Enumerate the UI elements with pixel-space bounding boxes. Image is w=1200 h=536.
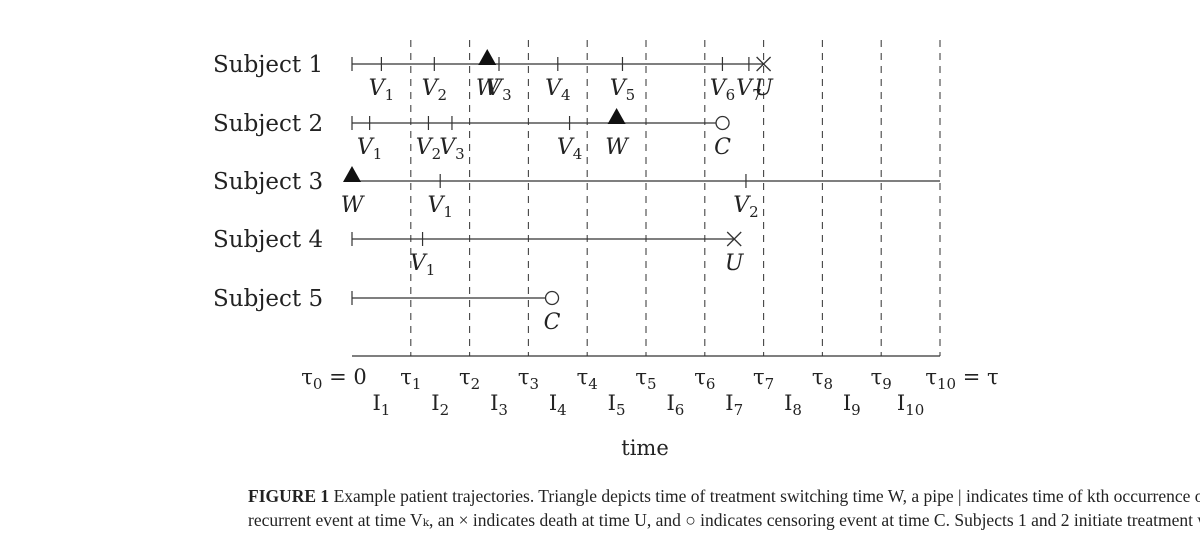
recurrent-event-label: V2 (422, 76, 447, 104)
subject-3-trajectory: Subject 3 V1 V2 W (213, 166, 940, 221)
recurrent-event-label: V1 (410, 251, 435, 279)
tau-label-10: τ10 = τ (925, 365, 998, 393)
tau-label-4: τ4 (577, 365, 598, 393)
censoring-circle (715, 115, 730, 131)
treatment-switch-triangle (478, 49, 497, 65)
recurrent-event-label: V7 (736, 76, 761, 104)
tau-label-8: τ8 (812, 365, 833, 393)
interval-label-5: I5 (608, 391, 626, 419)
treatment-switch-triangle (343, 166, 361, 182)
end-event-label: U (754, 76, 774, 101)
recurrent-event-label: V4 (557, 135, 582, 163)
death-cross (756, 56, 772, 72)
subject-4-label: Subject 4 (213, 227, 323, 253)
interval-label-6: I6 (666, 391, 684, 419)
subject-1-trajectory: Subject 1 V1 V2 V3 V4 V5 V6 V7 W U (213, 49, 774, 104)
tau-label-3: τ3 (518, 365, 539, 393)
recurrent-event-label: V1 (357, 135, 382, 163)
tau-label-1: τ1 (400, 365, 421, 393)
time-axis: τ0 = 0 τ1 τ2 τ3 τ4 τ5 τ6 τ7 τ8 τ9 τ10 = τ I1 I2 I3 I4 I… (301, 355, 999, 419)
caption-text-line-1: Example patient trajectories. Triangle d… (329, 486, 1200, 506)
interval-label-10: I10 (897, 391, 924, 419)
recurrent-event-label: V3 (486, 76, 511, 104)
subject-3-label: Subject 3 (213, 169, 323, 195)
subject-1-label: Subject 1 (213, 52, 323, 78)
interval-label-4: I4 (549, 391, 567, 419)
recurrent-event-label: V2 (733, 193, 758, 221)
recurrent-event-label: V6 (710, 76, 735, 104)
end-event-label: U (725, 251, 745, 276)
treatment-switch-label: W (476, 76, 501, 101)
end-event-label: C (714, 135, 731, 160)
subject-5-label: Subject 5 (213, 286, 323, 312)
recurrent-event-label: V2 (416, 135, 441, 163)
censoring-circle (544, 290, 560, 306)
figure-caption: FIGURE 1 Example patient trajectories. T… (248, 484, 1200, 532)
interval-label-8: I8 (784, 391, 802, 419)
death-cross (726, 231, 742, 247)
recurrent-event-label: V3 (439, 135, 464, 163)
tau-label-2: τ2 (459, 365, 480, 393)
interval-label-9: I9 (843, 391, 861, 419)
figure-number: FIGURE 1 (248, 486, 330, 506)
recurrent-event-label: V5 (610, 76, 635, 104)
tau-label-5: τ5 (635, 365, 656, 393)
tau-label-6: τ6 (694, 365, 715, 393)
tau-label-7: τ7 (753, 365, 774, 393)
end-event-label: C (544, 310, 561, 335)
subject-5-trajectory: Subject 5 C (213, 286, 561, 335)
tau-label-0: τ0 = 0 (301, 365, 366, 393)
tau-label-9: τ9 (871, 365, 892, 393)
subject-2-label: Subject 2 (213, 111, 323, 137)
recurrent-event-label: V1 (427, 193, 452, 221)
interval-label-2: I2 (431, 391, 449, 419)
recurrent-event-label: V4 (545, 76, 570, 104)
treatment-switch-triangle (607, 108, 626, 124)
caption-text-line-2: recurrent event at time Vₖ, an × indicat… (248, 510, 1200, 530)
interval-label-3: I3 (490, 391, 508, 419)
subject-4-trajectory: Subject 4 V1 U (213, 227, 745, 279)
grid-lines (410, 40, 941, 356)
axis-label: time (621, 436, 669, 460)
treatment-switch-label: W (341, 193, 366, 218)
interval-label-7: I7 (725, 391, 743, 419)
treatment-switch-label: W (605, 135, 630, 160)
recurrent-event-label: V1 (369, 76, 394, 104)
interval-label-1: I1 (372, 391, 390, 419)
